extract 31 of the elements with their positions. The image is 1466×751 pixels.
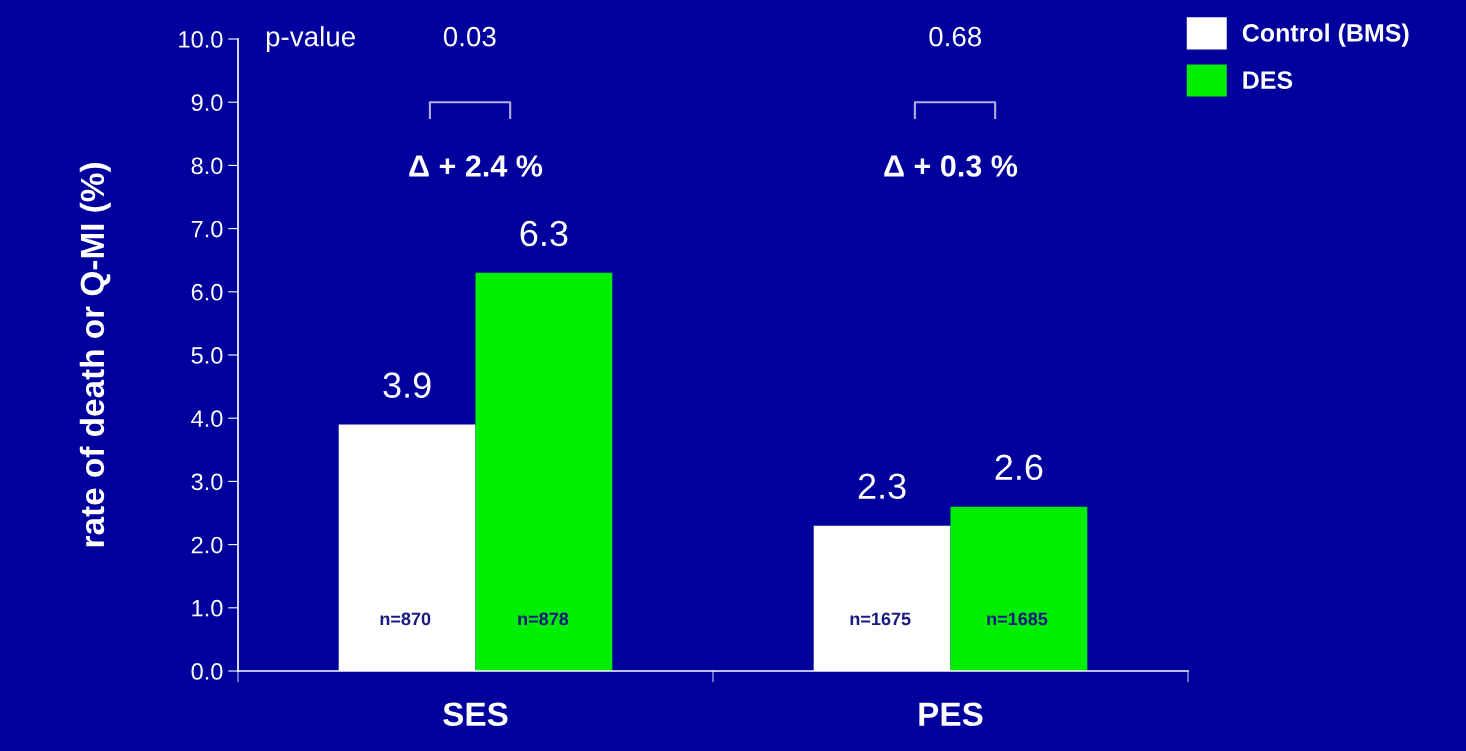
legend-label: DES [1243,71,1293,89]
y-tick-label: 1.0 [192,599,223,617]
y-tick-label: 10.0 [179,31,223,48]
y-tick-label: 6.0 [191,283,223,301]
annotation: Δ + 0.3 % [884,155,1018,177]
y-tick-label: 0.0 [191,663,223,680]
annotation: p-value [266,26,355,52]
y-tick-label: 3.0 [191,473,223,491]
bar [475,272,613,671]
y-tick-label: 4.0 [191,410,223,427]
y-tick-label: 7.0 [191,220,223,238]
y-tick-label: 9.0 [191,94,223,111]
data-label: 3.9 [383,372,431,398]
x-tick-label: SES [443,702,508,727]
y-tick-label: 5.0 [191,347,223,364]
x-tick-label: PES [919,702,983,727]
annotation: n=878 [518,612,569,626]
y-axis-title: rate of death or Q-MI (%) [79,163,111,547]
y-tick-label: 2.0 [191,536,223,554]
data-label: 6.3 [520,220,568,247]
data-label: 2.3 [858,473,906,500]
y-tick-label: 8.0 [191,157,223,175]
annotation: n=870 [380,612,431,626]
bar [950,506,1088,671]
data-label: 2.6 [995,454,1043,481]
annotation: n=1675 [850,612,911,626]
annotation: 0.03 [443,26,496,47]
annotation: n=1685 [987,612,1048,626]
legend-label: Control (BMS) [1242,23,1409,47]
annotation: Δ + 2.4 % [409,155,543,177]
annotation: 0.68 [929,26,982,47]
